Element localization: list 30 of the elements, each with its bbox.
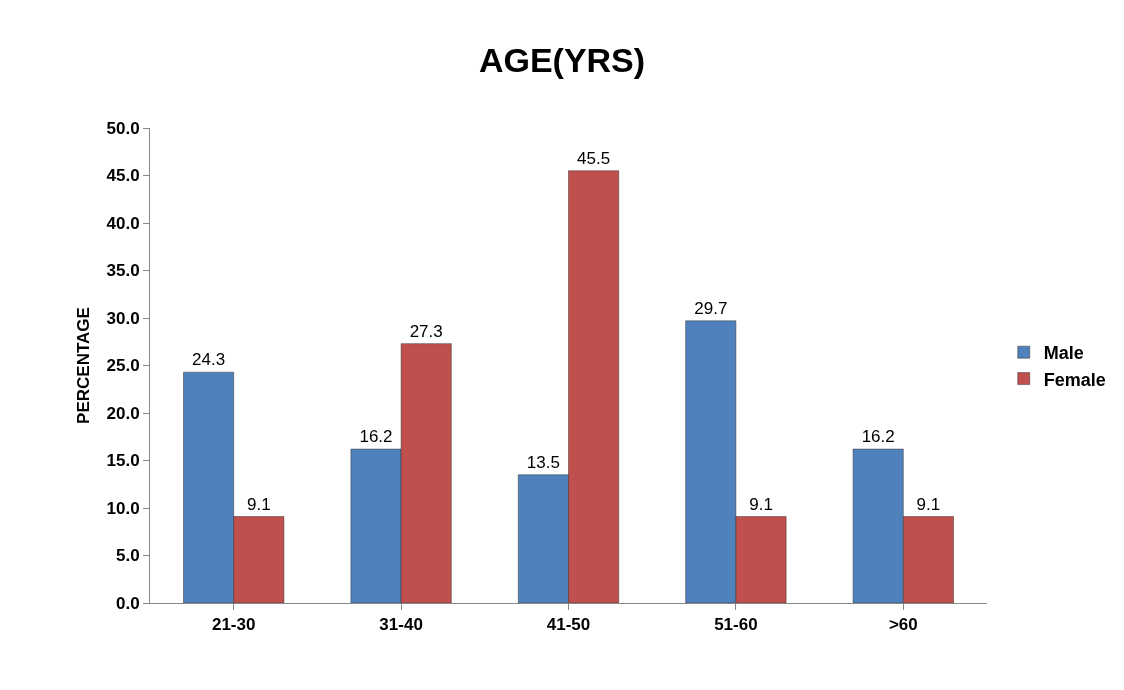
y-tick-label: 20.0 <box>106 403 140 423</box>
legend-label: Male <box>1043 343 1084 364</box>
legend-label: Female <box>1043 369 1106 390</box>
y-tick-label: 35.0 <box>106 261 140 281</box>
y-tick-label: 5.0 <box>115 546 140 566</box>
x-tick-label: 31-40 <box>379 615 423 635</box>
chart-title: AGE(YRS) <box>478 41 646 80</box>
y-tick-label: 45.0 <box>106 166 140 186</box>
x-tick-label: 41-50 <box>546 615 591 635</box>
data-label: 16.2 <box>861 427 895 447</box>
y-tick-label: 50.0 <box>106 118 140 138</box>
data-label: 16.2 <box>359 427 393 447</box>
data-label: 45.5 <box>577 148 611 168</box>
x-tick-label: 21-30 <box>211 615 256 635</box>
data-label: 9.1 <box>916 494 941 514</box>
x-tick-label: >60 <box>888 615 918 635</box>
y-tick-label: 40.0 <box>106 213 140 233</box>
y-tick-label: 30.0 <box>106 308 140 328</box>
x-tick-label: 51-60 <box>714 615 758 635</box>
data-label: 24.3 <box>192 350 226 370</box>
data-label: 29.7 <box>694 298 728 318</box>
y-tick-label: 0.0 <box>115 593 140 613</box>
y-tick-label: 15.0 <box>106 451 140 471</box>
data-label: 9.1 <box>246 494 271 514</box>
data-label: 13.5 <box>526 452 560 472</box>
data-label: 27.3 <box>409 321 443 341</box>
y-tick-label: 25.0 <box>106 356 140 376</box>
data-label: 9.1 <box>749 494 773 514</box>
y-tick-label: 10.0 <box>106 498 140 518</box>
y-axis-title: PERCENTAGE <box>74 307 94 424</box>
